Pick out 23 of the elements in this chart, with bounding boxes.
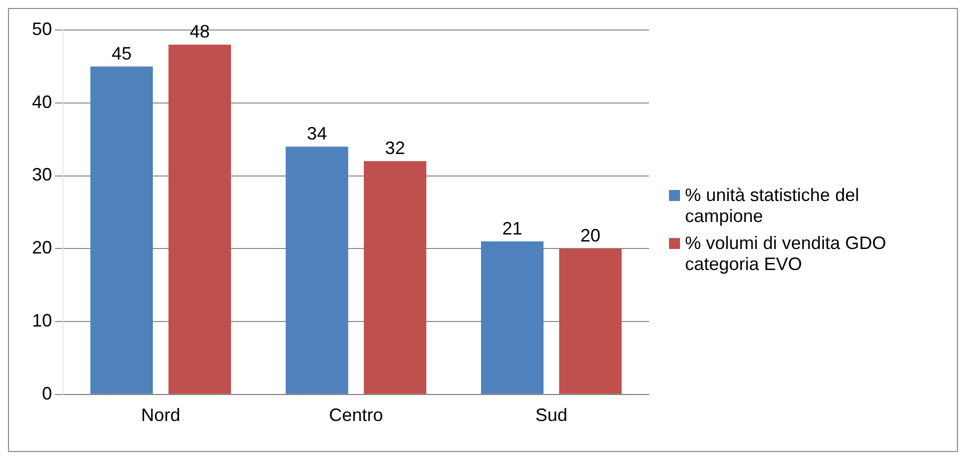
data-label: 20 bbox=[580, 226, 600, 246]
bar bbox=[559, 248, 622, 394]
x-tick-label: Centro bbox=[328, 405, 384, 426]
bar bbox=[90, 66, 153, 394]
legend-label: % volumi di vendita GDO categoria EVO bbox=[685, 233, 888, 275]
bar bbox=[481, 241, 544, 394]
y-tick-label: 30 bbox=[32, 164, 52, 185]
y-tick-label: 20 bbox=[32, 238, 52, 258]
bar bbox=[364, 161, 426, 394]
y-tick-label: 50 bbox=[32, 18, 52, 39]
y-tick-label: 40 bbox=[32, 92, 52, 112]
data-label: 34 bbox=[306, 124, 327, 144]
data-label: 32 bbox=[385, 138, 406, 158]
bar bbox=[168, 44, 231, 394]
y-tick-label: 10 bbox=[32, 310, 52, 330]
y-tick-label: 0 bbox=[42, 383, 52, 404]
x-tick-label: Sud bbox=[535, 405, 568, 426]
data-label: 21 bbox=[502, 218, 522, 238]
data-label: 45 bbox=[112, 43, 132, 64]
data-label: 48 bbox=[190, 22, 210, 42]
x-tick-label: Nord bbox=[141, 405, 180, 426]
bar bbox=[286, 146, 348, 394]
legend-label: % unità statistiche del campione bbox=[685, 185, 860, 227]
